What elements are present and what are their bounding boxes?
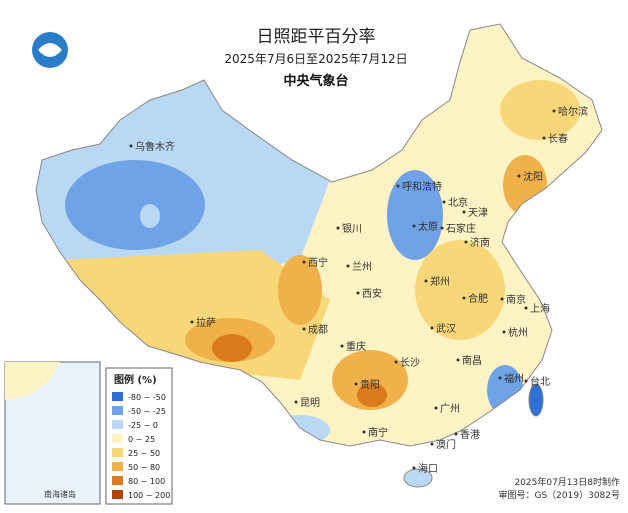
city-dot <box>356 291 360 295</box>
city-dot <box>464 240 468 244</box>
inset-label: 南海诸岛 <box>44 489 76 499</box>
city-label: 北京 <box>448 196 468 209</box>
legend-label: 0 ~ 25 <box>128 435 155 444</box>
city-label: 合肥 <box>468 292 488 305</box>
legend-swatch <box>112 490 123 499</box>
city-dot <box>336 226 340 230</box>
city-label: 石家庄 <box>446 222 476 235</box>
title: 日照距平百分率 <box>257 27 376 47</box>
city-dot <box>129 144 133 148</box>
legend-swatch <box>112 392 123 401</box>
city-dot <box>524 379 528 383</box>
city-dot <box>302 260 306 264</box>
city-dot <box>498 376 502 380</box>
legend-swatch <box>112 434 123 443</box>
city-dot <box>430 326 434 330</box>
city-label: 昆明 <box>300 397 320 409</box>
city-dot <box>517 174 521 178</box>
city-label: 太原 <box>418 220 438 233</box>
city-label: 武汉 <box>436 322 456 335</box>
city-label: 郑州 <box>430 275 450 288</box>
city-dot <box>462 296 466 300</box>
city-label: 西安 <box>362 287 382 300</box>
legend-swatch <box>112 462 123 471</box>
subtitle: 2025年7月6日至2025年7月12日 <box>224 52 407 66</box>
city-label: 成都 <box>308 324 328 336</box>
city-dot <box>500 297 504 301</box>
city-label: 哈尔滨 <box>558 105 588 118</box>
city-dot <box>552 109 556 113</box>
city-dot <box>442 200 446 204</box>
city-label: 长沙 <box>400 357 420 369</box>
city-label: 广州 <box>440 403 460 415</box>
city-label: 香港 <box>460 429 480 441</box>
city-dot <box>430 442 434 446</box>
city-label: 福州 <box>504 372 524 385</box>
legend-swatch <box>112 476 123 485</box>
city-dot <box>434 406 438 410</box>
city-dot <box>346 264 350 268</box>
city-label: 南宁 <box>368 426 388 439</box>
city-dot <box>412 224 416 228</box>
city-label: 天津 <box>468 207 488 219</box>
legend-label: -25 ~ 0 <box>128 421 158 430</box>
city-label: 银川 <box>342 222 362 235</box>
city-label: 兰州 <box>352 260 372 273</box>
city-label: 上海 <box>530 302 550 315</box>
city-label: 长春 <box>548 133 568 145</box>
city-label: 乌鲁木齐 <box>135 140 175 153</box>
footer-made: 2025年07月13日8时制作 <box>514 476 620 488</box>
legend-swatch <box>112 448 123 457</box>
legend-title: 图例 (%) <box>114 373 157 386</box>
city-dot <box>354 382 358 386</box>
city-label: 呼和浩特 <box>402 181 442 193</box>
legend-label: -80 ~ -50 <box>128 393 166 402</box>
city-label: 澳门 <box>436 438 456 451</box>
city-label: 西宁 <box>308 256 328 269</box>
footer-approval: 审图号：GS（2019）3082号 <box>499 489 621 501</box>
city-dot <box>462 210 466 214</box>
city-dot <box>440 226 444 230</box>
agency: 中央气象台 <box>283 73 348 89</box>
city-dot <box>454 432 458 436</box>
city-dot <box>524 306 528 310</box>
city-label: 台北 <box>530 375 550 388</box>
legend-label: 50 ~ 80 <box>128 463 160 472</box>
city-dot <box>302 327 306 331</box>
city-dot <box>542 136 546 140</box>
city-dot <box>340 344 344 348</box>
city-label: 重庆 <box>346 340 366 353</box>
city-dot <box>396 184 400 188</box>
city-dot <box>412 466 416 470</box>
legend-label: 80 ~ 100 <box>128 477 165 486</box>
city-dot <box>294 400 298 404</box>
legend-label: -50 ~ -25 <box>128 407 166 416</box>
legend-swatch <box>112 420 123 429</box>
city-label: 贵阳 <box>360 378 380 391</box>
legend-swatch <box>112 406 123 415</box>
city-label: 海口 <box>418 462 438 475</box>
city-dot <box>362 430 366 434</box>
city-dot <box>456 358 460 362</box>
city-label: 南京 <box>506 293 526 306</box>
city-label: 南昌 <box>462 354 482 367</box>
city-dot <box>424 279 428 283</box>
city-label: 拉萨 <box>196 316 216 329</box>
city-dot <box>502 330 506 334</box>
legend-label: 100 ~ 200 <box>128 491 170 500</box>
legend-label: 25 ~ 50 <box>128 449 160 458</box>
city-dot <box>190 320 194 324</box>
city-label: 杭州 <box>508 326 528 339</box>
city-label: 济南 <box>470 236 490 249</box>
city-dot <box>394 360 398 364</box>
city-label: 沈阳 <box>523 170 543 183</box>
